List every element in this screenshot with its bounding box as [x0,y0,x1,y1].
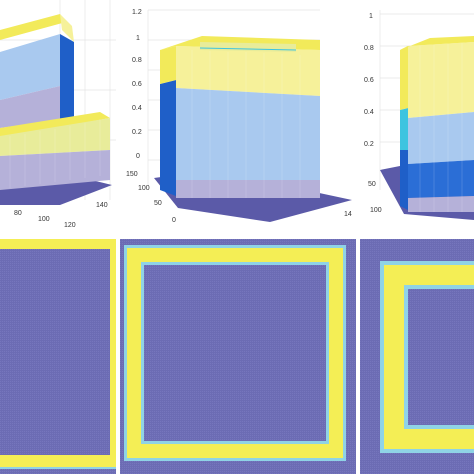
x-tick: 80 [14,210,22,217]
y-tick: 150 [126,171,138,178]
x-tick: 140 [96,202,108,209]
map-frame-yellow [384,265,474,449]
z-tick: 0.2 [132,129,142,136]
map-frame-yellow [127,248,343,458]
front-wall-purple [0,150,110,190]
front-wall-yellow [408,42,474,118]
left-wall-top-yellow [160,46,176,84]
heatmap-1 [0,239,116,474]
mesh-lines [419,43,463,212]
front-wall-royal-blue [408,160,474,198]
back-wall-light-blue [0,34,60,100]
mesh-lines [9,120,101,188]
y-tick: 50 [154,200,162,207]
z-tick: 1 [136,35,140,42]
front-wall-yellow [0,112,110,136]
y-tick: 50 [368,181,376,188]
z-tick: 0 [136,153,140,160]
z-tick: 0.4 [132,105,142,112]
z-tick: 0.8 [132,57,142,64]
z-tick: 0.2 [364,141,374,148]
x-tick: 120 [64,222,76,229]
map-inner [408,289,474,425]
rim-inner-cyan-line [199,47,297,51]
left-wall-dark-blue [160,80,176,196]
y-tick: 100 [370,207,382,214]
map-frame-inner [0,249,110,455]
front-wall-light-blue [408,112,474,164]
left-wall-cyan [400,108,408,150]
surface-plot-3: 1 0.8 0.6 0.4 0.2 50 100 [360,0,474,235]
map-inner [144,265,326,441]
z-tick: 0.6 [132,81,142,88]
front-wall-light [0,118,110,156]
left-wall-dark-blue [400,150,408,210]
left-wall-yellow [400,46,408,110]
front-wall-yellow [176,46,320,96]
z-tick: 0.4 [364,109,374,116]
z-tick: 0.6 [364,77,374,84]
rim-yellow-back [0,14,66,40]
rim-yellow-right [60,14,74,42]
heatmap-3 [360,239,474,474]
y-tick: 100 [138,185,150,192]
rim-yellow [400,36,474,50]
x-tick: 100 [38,216,50,223]
mesh-lines [191,50,301,198]
z-tick: 1 [369,13,373,20]
front-wall-light-blue [176,88,320,180]
y-tick: 0 [172,217,176,224]
heatmap-2 [120,239,356,474]
z-tick: 0.8 [364,45,374,52]
back-wall-purple [0,86,60,128]
z-tick: 1.2 [132,9,142,16]
front-wall-purple [176,180,320,198]
map-frame-yellow [0,239,116,467]
surface-plot-2: 1.2 1 0.8 0.6 0.4 0.2 0 150 100 50 0 14 [120,0,356,235]
front-wall-purple [408,196,474,212]
x-tick: 14 [344,211,352,218]
surface-plot-1: 80 100 120 140 [0,0,116,235]
